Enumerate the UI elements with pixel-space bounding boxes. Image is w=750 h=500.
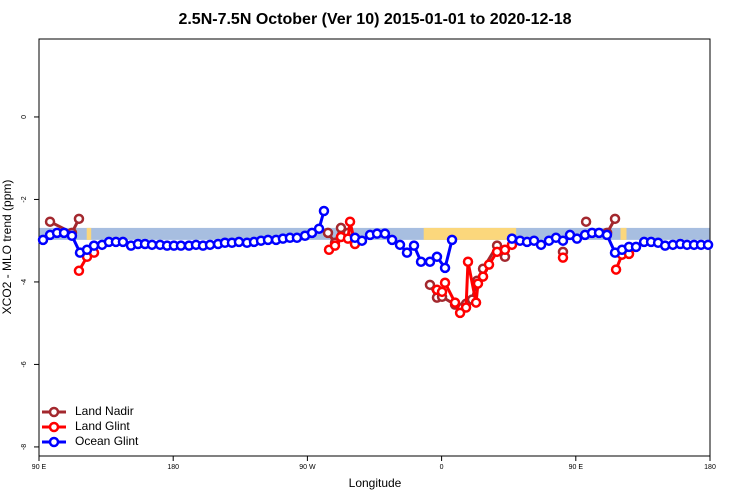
band-highlight bbox=[423, 227, 517, 240]
data-point bbox=[601, 229, 613, 241]
data-point bbox=[460, 302, 472, 313]
data-point bbox=[439, 262, 451, 274]
data-point bbox=[610, 264, 622, 275]
data-point bbox=[386, 234, 398, 246]
data-point bbox=[506, 233, 518, 244]
data-point bbox=[580, 216, 592, 227]
data-point bbox=[436, 286, 448, 298]
data-point bbox=[702, 239, 714, 251]
data-point bbox=[431, 251, 443, 263]
data-point bbox=[609, 213, 621, 225]
data-point bbox=[73, 265, 85, 277]
data-point bbox=[439, 277, 451, 289]
legend-marker bbox=[48, 421, 60, 433]
data-point bbox=[424, 279, 436, 291]
band-highlight bbox=[620, 227, 627, 240]
x-tick-label: 0 bbox=[440, 464, 444, 471]
data-point bbox=[499, 244, 511, 256]
data-point bbox=[483, 259, 495, 270]
data-point bbox=[477, 271, 489, 282]
x-tick-label: 90 E bbox=[569, 464, 584, 471]
chart-title: 2.5N-7.5N October (Ver 10) 2015-01-01 to… bbox=[178, 11, 571, 28]
data-point bbox=[415, 256, 427, 267]
data-point bbox=[394, 239, 406, 251]
x-tick-label: 180 bbox=[704, 464, 716, 471]
data-point bbox=[73, 213, 85, 225]
y-tick-label: -8 bbox=[21, 444, 28, 450]
legend-marker bbox=[48, 406, 60, 418]
data-point bbox=[44, 216, 56, 227]
data-point bbox=[449, 297, 461, 308]
y-tick-label: -4 bbox=[21, 279, 28, 285]
data-point bbox=[313, 223, 325, 234]
x-tick-label: 90 E bbox=[32, 464, 47, 471]
x-axis-label: Longitude bbox=[349, 476, 402, 490]
data-point bbox=[557, 235, 569, 246]
data-point bbox=[318, 205, 330, 217]
legend-label: Land Glint bbox=[75, 419, 130, 433]
data-point bbox=[472, 278, 484, 289]
legend-marker bbox=[48, 436, 60, 448]
data-point bbox=[291, 232, 303, 244]
data-point bbox=[630, 241, 642, 253]
x-tick-label: 180 bbox=[167, 464, 179, 471]
data-point bbox=[401, 247, 413, 258]
data-point bbox=[262, 234, 274, 246]
y-tick-label: -2 bbox=[21, 196, 28, 202]
data-point bbox=[204, 239, 216, 251]
data-point bbox=[329, 240, 341, 251]
data-point bbox=[408, 240, 420, 251]
x-tick-label: 90 W bbox=[299, 464, 316, 471]
data-point bbox=[37, 234, 49, 246]
data-point bbox=[379, 228, 391, 239]
data-point bbox=[571, 233, 583, 244]
y-axis-label: XCO2 - MLO trend (ppm) bbox=[0, 180, 14, 315]
band-highlight bbox=[86, 227, 92, 240]
data-point bbox=[557, 252, 569, 263]
data-point bbox=[424, 256, 436, 267]
data-point bbox=[88, 240, 100, 251]
data-point bbox=[117, 236, 129, 248]
data-point bbox=[233, 236, 245, 248]
legend-label: Ocean Glint bbox=[75, 434, 139, 448]
data-point bbox=[535, 239, 547, 251]
data-point bbox=[344, 216, 356, 227]
y-tick-label: -6 bbox=[21, 361, 28, 367]
data-point bbox=[356, 235, 368, 246]
legend-label: Land Nadir bbox=[75, 404, 134, 418]
y-tick-label: 0 bbox=[21, 115, 28, 119]
data-point bbox=[66, 230, 78, 241]
data-point bbox=[470, 297, 482, 308]
data-point bbox=[322, 227, 334, 239]
data-point bbox=[462, 256, 474, 267]
data-point bbox=[146, 239, 158, 251]
data-point bbox=[446, 234, 458, 246]
data-point bbox=[175, 240, 187, 251]
